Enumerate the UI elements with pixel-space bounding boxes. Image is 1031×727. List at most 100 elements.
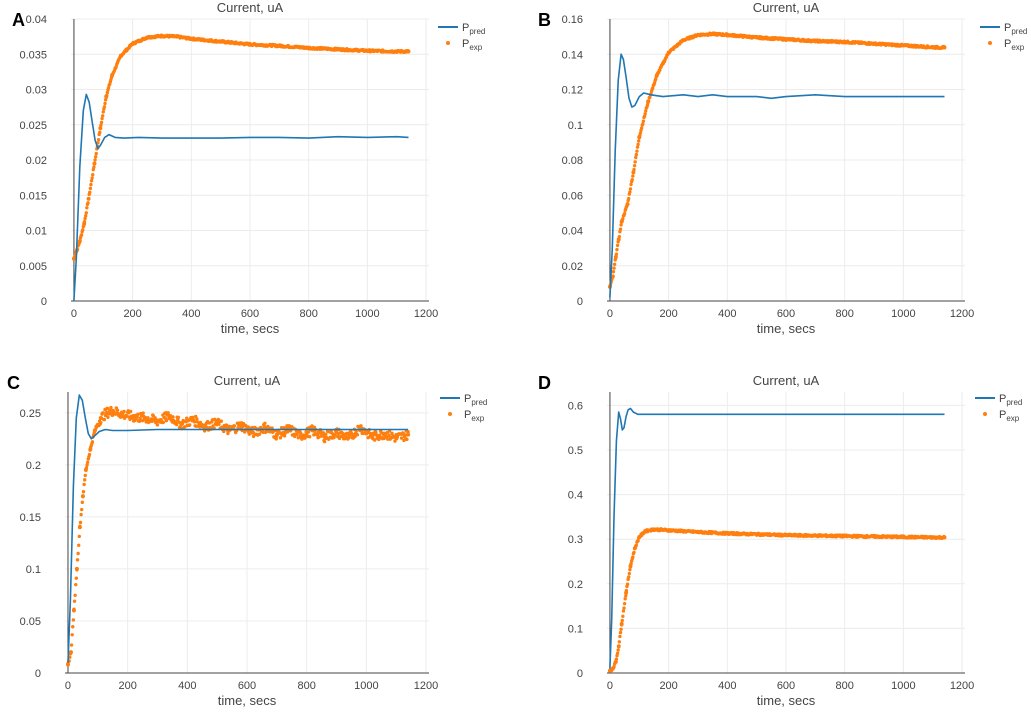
y-tick-label: 0.1 — [568, 120, 583, 132]
data-point-exp — [613, 254, 618, 259]
data-point-exp — [176, 415, 181, 420]
data-point-exp — [99, 420, 103, 425]
data-point-exp — [65, 662, 70, 667]
data-point-exp — [651, 527, 656, 532]
x-tick-label: 600 — [777, 680, 795, 692]
data-point-exp — [99, 123, 103, 127]
data-point-exp — [250, 430, 255, 435]
data-point-exp — [725, 32, 730, 37]
data-point-exp — [636, 142, 640, 147]
data-point-exp — [80, 500, 85, 505]
data-point-exp — [94, 151, 98, 156]
y-tick-label: 0.16 — [562, 14, 583, 26]
data-point-exp — [394, 49, 399, 54]
data-point-exp — [88, 447, 93, 452]
data-point-exp — [87, 452, 92, 457]
data-point-exp — [189, 36, 194, 41]
data-point-exp — [322, 439, 327, 444]
data-point-exp — [607, 668, 612, 673]
data-point-exp — [612, 266, 616, 270]
data-point-exp — [637, 135, 642, 140]
panel-label: C — [7, 373, 20, 393]
data-point-exp — [813, 533, 818, 538]
data-point-exp — [159, 33, 164, 38]
data-point-exp — [622, 601, 627, 606]
data-point-exp — [298, 433, 303, 438]
legend: Ppred Pexp — [440, 393, 487, 423]
data-point-exp — [83, 473, 87, 478]
data-point-exp — [623, 597, 627, 601]
data-point-exp — [641, 122, 645, 126]
x-tick-label: 0 — [71, 308, 77, 320]
grid — [71, 18, 429, 302]
data-point-exp — [71, 256, 76, 261]
data-point-exp — [643, 529, 648, 534]
data-point-exp — [257, 432, 262, 436]
data-point-exp — [632, 546, 637, 551]
series-exp — [71, 33, 411, 261]
data-point-exp — [167, 413, 172, 418]
data-point-exp — [616, 648, 620, 652]
data-point-exp — [262, 425, 267, 430]
data-point-exp — [784, 533, 788, 538]
data-point-exp — [98, 130, 102, 135]
data-point-exp — [72, 599, 77, 603]
data-point-exp — [261, 430, 265, 435]
x-axis-label: time, secs — [757, 321, 816, 336]
data-point-exp — [71, 618, 76, 622]
data-point-exp — [394, 435, 399, 440]
data-point-exp — [636, 539, 640, 543]
data-point-exp — [85, 463, 89, 467]
data-point-exp — [203, 424, 208, 429]
data-point-exp — [901, 534, 906, 539]
data-point-exp — [634, 543, 639, 547]
data-point-exp — [695, 32, 700, 37]
data-point-exp — [616, 237, 621, 242]
data-point-exp — [645, 103, 650, 107]
x-tick-label: 400 — [182, 308, 200, 320]
data-point-exp — [174, 34, 179, 39]
series-exp — [607, 527, 947, 673]
data-point-exp — [77, 525, 82, 530]
data-point-exp — [628, 567, 632, 572]
data-point-exp — [215, 421, 220, 426]
x-tick-label: 600 — [777, 308, 795, 320]
data-point-exp — [631, 170, 636, 175]
x-tick-label: 0 — [607, 680, 613, 692]
data-point-exp — [83, 468, 88, 473]
y-tick-label: 0.04 — [562, 226, 583, 238]
data-point-exp — [101, 411, 105, 415]
data-point-exp — [631, 555, 635, 559]
data-point-exp — [615, 247, 619, 252]
data-point-exp — [632, 163, 637, 168]
y-tick-label: 0.06 — [562, 190, 583, 202]
data-point-exp — [179, 422, 184, 427]
data-point-exp — [624, 593, 628, 598]
data-point-exp — [136, 412, 140, 417]
chart-panel-b: B 0 200 400 600 800 1000 1200 0 0.02 0.04 0.06 0.08 0… — [538, 0, 1027, 336]
data-point-exp — [130, 41, 135, 46]
legend-label-exp: Pexp — [999, 409, 1020, 423]
data-point-exp — [105, 406, 110, 411]
data-point-exp — [632, 550, 636, 555]
x-tick-label: 400 — [178, 680, 196, 692]
y-tick-label: 0 — [41, 296, 47, 308]
data-point-exp — [354, 429, 358, 434]
x-tick-label: 600 — [241, 308, 259, 320]
data-point-exp — [639, 126, 644, 130]
data-point-exp — [307, 435, 312, 439]
data-point-exp — [610, 666, 615, 671]
x-tick-label: 200 — [659, 308, 677, 320]
y-tick-label: 0.15 — [20, 512, 41, 524]
data-point-exp — [406, 432, 411, 437]
data-point-exp — [105, 90, 110, 95]
legend-swatch-exp — [446, 41, 450, 45]
data-point-exp — [637, 534, 642, 539]
data-point-exp — [365, 48, 370, 53]
data-point-exp — [69, 643, 74, 647]
y-tick-label: 0.015 — [19, 190, 47, 202]
data-point-exp — [80, 507, 84, 512]
data-point-exp — [629, 182, 633, 187]
data-point-exp — [102, 417, 107, 422]
